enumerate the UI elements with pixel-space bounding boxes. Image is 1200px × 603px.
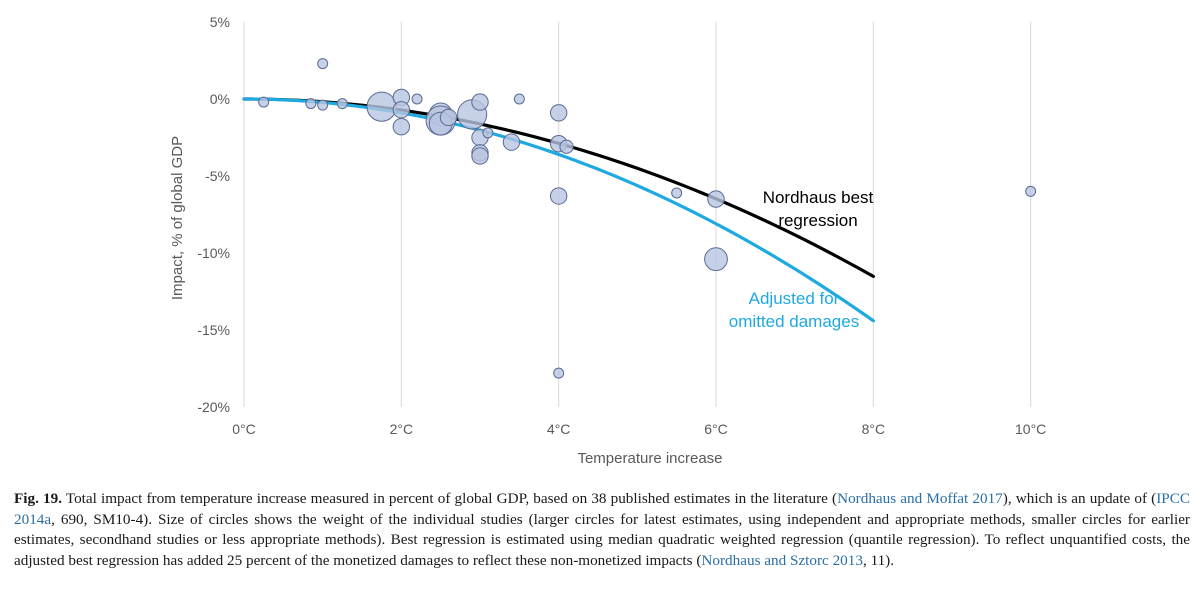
curve-annotations: Nordhaus best regression Adjusted for omitt…	[729, 188, 874, 331]
y-tick-label: -15%	[197, 322, 230, 338]
data-point	[439, 108, 458, 127]
chart: 0°C 2°C 4°C 6°C 8°C 10°C 5% 0% -5% -10% -15% -20% T…	[169, 14, 1046, 467]
citation-link[interactable]: Nordhaus and Sztorc 2013	[701, 551, 863, 569]
caption-text: Total impact from temperature increase m…	[62, 490, 838, 507]
adjusted-curve	[242, 97, 875, 323]
data-point	[258, 96, 270, 108]
data-point	[482, 127, 494, 139]
x-tick-label: 8°C	[862, 421, 886, 437]
data-point	[549, 187, 568, 205]
citation-link[interactable]: Nordhaus and Moffat 2017	[837, 490, 1003, 507]
adjusted-annotation: Adjusted for omitted damages	[729, 289, 859, 331]
caption-text: , 11).	[862, 551, 895, 569]
annotation-line: regression	[778, 211, 857, 230]
annotation-line: Nordhaus best	[763, 188, 874, 207]
data-point	[704, 247, 728, 272]
y-axis-title: Impact, % of global GDP	[169, 136, 186, 300]
data-point	[671, 187, 683, 199]
annotation-line: Adjusted for	[749, 289, 840, 308]
data-point	[549, 104, 568, 122]
y-tick-label: -10%	[197, 245, 230, 261]
y-tick-label: 0%	[210, 91, 230, 107]
x-tick-label: 10°C	[1015, 421, 1046, 437]
y-tick-label: -5%	[205, 168, 230, 184]
data-point	[471, 147, 489, 165]
data-point	[553, 367, 565, 379]
y-tick-label: -20%	[197, 399, 230, 415]
gridlines	[400, 22, 1032, 407]
data-point	[1025, 185, 1037, 197]
data-point	[502, 133, 521, 151]
data-point	[411, 93, 423, 105]
x-axis-title: Temperature increase	[577, 450, 722, 467]
x-tick-label: 4°C	[547, 421, 571, 437]
annotation-line: omitted damages	[729, 312, 859, 331]
data-point	[336, 98, 348, 110]
tick-labels: 0°C 2°C 4°C 6°C 8°C 10°C 5% 0% -5% -10% -15% -20%	[197, 14, 1046, 437]
data-point	[366, 91, 397, 122]
caption-text: , 690, SM10-4). Size of circles shows th…	[14, 510, 1190, 569]
data-point	[392, 118, 411, 136]
figure-caption: Fig. 19. Total impact from temperature i…	[14, 489, 1190, 571]
nordhaus-annotation: Nordhaus best regression	[763, 188, 874, 230]
data-point	[559, 139, 574, 154]
data-point	[392, 101, 411, 119]
data-point	[317, 99, 329, 111]
x-tick-label: 6°C	[704, 421, 728, 437]
data-point	[707, 190, 725, 208]
y-tick-label: 5%	[210, 14, 230, 30]
data-point	[471, 93, 489, 111]
data-point	[305, 98, 317, 110]
data-point	[317, 58, 329, 70]
figure-label: Fig. 19.	[14, 490, 63, 507]
data-points	[258, 58, 1037, 379]
data-point	[513, 93, 525, 105]
caption-text: ), which is an update of (	[1002, 490, 1157, 507]
x-tick-label: 2°C	[390, 421, 414, 437]
citation-link[interactable]: IPCC 2014a	[14, 490, 1190, 528]
x-tick-label: 0°C	[232, 421, 256, 437]
